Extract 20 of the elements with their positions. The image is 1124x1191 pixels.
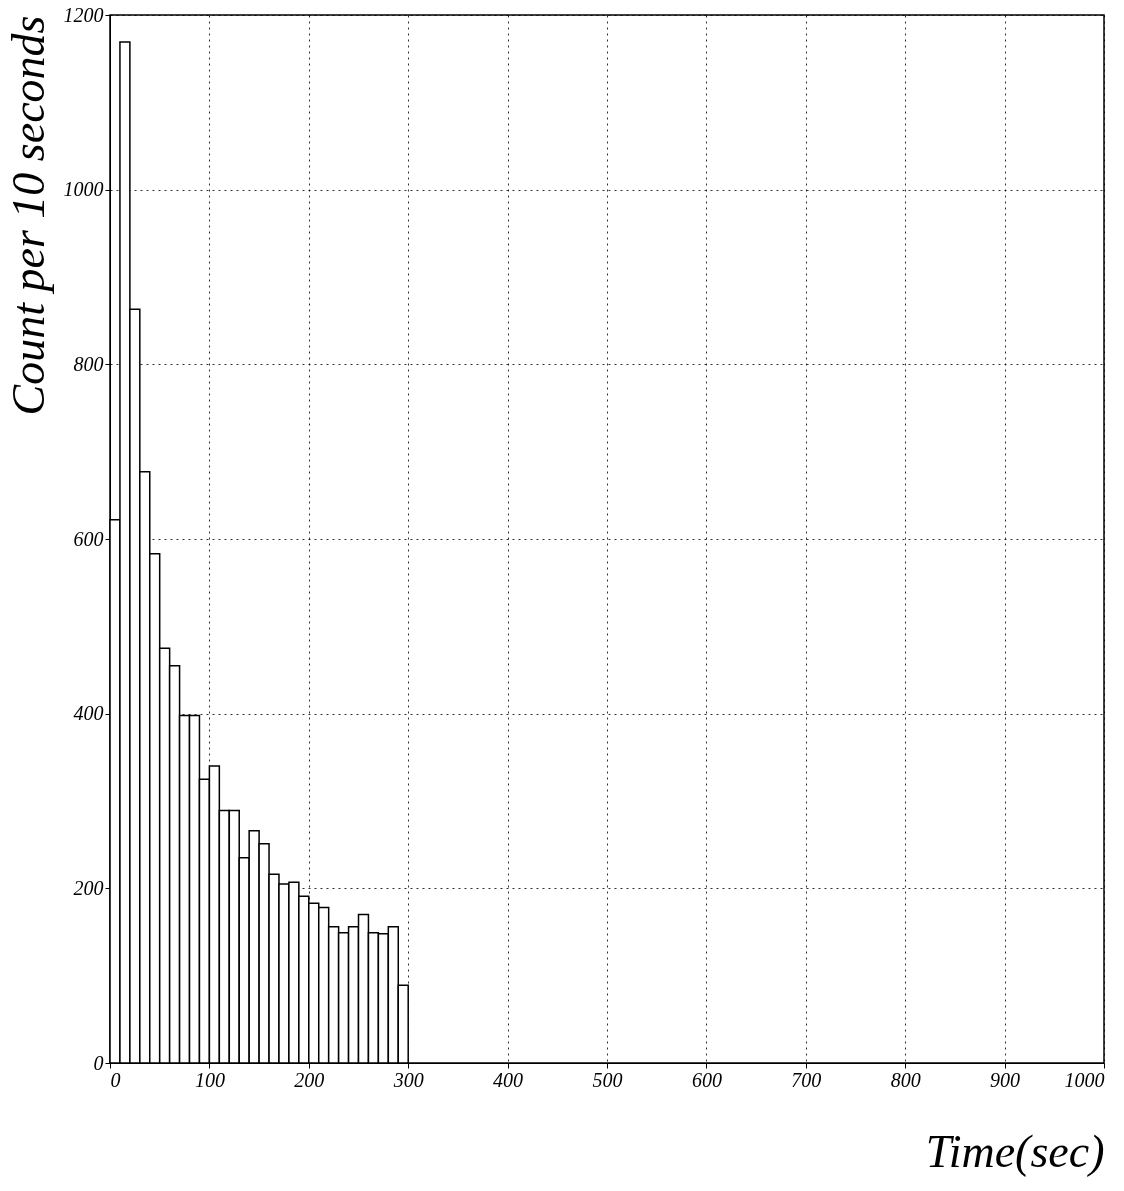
x-tick-label: 400: [493, 1068, 524, 1091]
y-tick-label: 0: [93, 1051, 104, 1074]
x-tick-label: 200: [294, 1068, 325, 1091]
x-tick-label: 0: [110, 1068, 121, 1091]
x-axis-title: Time(sec): [925, 1125, 1105, 1177]
y-tick-label: 1200: [63, 3, 104, 26]
y-tick-label: 200: [73, 876, 104, 899]
x-tick-label: 900: [990, 1068, 1021, 1091]
x-tick-label: 300: [392, 1068, 424, 1091]
x-tick-label: 700: [791, 1068, 822, 1091]
y-tick-label: 1000: [63, 178, 104, 201]
x-tick-label: 1000: [1064, 1068, 1105, 1091]
y-tick-label: 800: [73, 352, 104, 375]
y-tick-label: 600: [73, 527, 104, 550]
y-axis-title: Count per 10 seconds: [2, 15, 54, 416]
y-tick-label: 400: [73, 702, 104, 725]
x-tick-label: 500: [592, 1068, 623, 1091]
x-tick-label: 600: [691, 1068, 722, 1091]
x-tick-label: 100: [194, 1068, 225, 1091]
x-tick-label: 800: [890, 1068, 921, 1091]
